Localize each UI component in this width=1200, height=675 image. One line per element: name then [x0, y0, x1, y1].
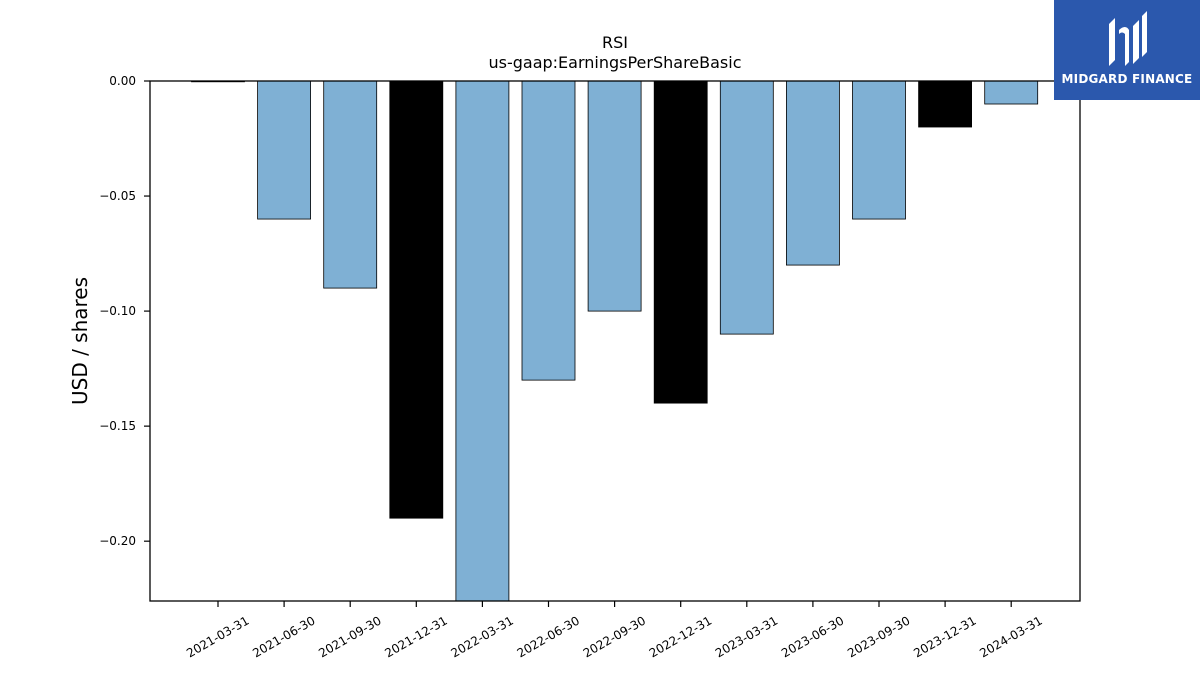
x-tick-label: 2022-03-31	[448, 613, 515, 660]
y-tick-label: −0.20	[99, 534, 136, 548]
plot-frame	[149, 80, 1081, 602]
bar-2023-06-30	[786, 80, 840, 266]
bar-2022-09-30	[587, 80, 642, 312]
bar-2022-12-31	[653, 80, 708, 404]
bar-2022-06-30	[521, 80, 576, 381]
bar-2023-09-30	[852, 80, 906, 220]
x-tick-label: 2023-03-31	[713, 613, 780, 660]
bar-2022-03-31	[455, 80, 510, 602]
y-axis-label: USD / shares	[68, 277, 92, 405]
x-tick-label: 2021-09-30	[316, 613, 383, 660]
bar-2024-03-31	[984, 80, 1039, 105]
x-tick-label: 2023-12-31	[911, 613, 978, 660]
brand-logo: MIDGARD FINANCE	[1054, 0, 1200, 100]
x-tick-label: 2023-09-30	[845, 613, 912, 660]
y-tick-label: 0.00	[109, 74, 136, 88]
x-tick-label: 2022-12-31	[647, 613, 714, 660]
chart-subtitle: us-gaap:EarningsPerShareBasic	[488, 53, 741, 72]
x-tick-label: 2022-09-30	[581, 613, 648, 660]
brand-name: MIDGARD FINANCE	[1061, 72, 1193, 86]
y-tick-label: −0.10	[99, 304, 136, 318]
x-tick-label: 2024-03-31	[977, 613, 1044, 660]
x-tick-label: 2023-06-30	[779, 613, 846, 660]
bar-2021-12-31	[389, 80, 444, 519]
bar-2021-06-30	[257, 80, 312, 220]
bars-group	[191, 80, 1039, 602]
x-tick-label: 2021-12-31	[382, 613, 449, 660]
bar-2021-09-30	[323, 80, 378, 289]
y-tick-label: −0.05	[99, 189, 136, 203]
x-tick-label: 2021-03-31	[184, 613, 251, 660]
x-tick-label: 2022-06-30	[515, 613, 582, 660]
chart-title: RSI	[602, 33, 628, 52]
x-tick-label: 2021-06-30	[250, 613, 317, 660]
x-ticks-group: 2021-03-312021-06-302021-09-302021-12-31…	[184, 601, 1045, 660]
y-ticks-group: 0.00 −0.05 −0.10 −0.15 −0.20	[99, 74, 150, 548]
bar-2023-12-31	[918, 80, 972, 128]
y-tick-label: −0.15	[99, 419, 136, 433]
midgard-logo-icon	[1109, 11, 1147, 66]
bar-2023-03-31	[719, 80, 774, 335]
